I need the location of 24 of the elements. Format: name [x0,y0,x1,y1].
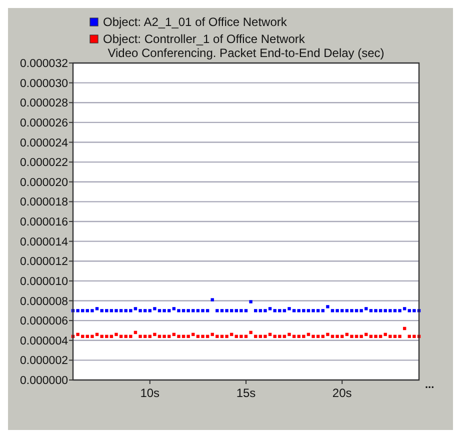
y-tick-label: 0.000028 [20,98,68,110]
chart-title: Video Conferencing. Packet End-to-End Delay (sec) [108,46,384,60]
text: ... [425,379,434,391]
x-tick-label: 15s [236,386,256,400]
y-tick-label: 0.000016 [20,216,68,229]
x-tick-label: 20s [332,386,352,400]
y-tick-label: 0.000008 [20,296,68,308]
legend-label: Object: A2_1_01 of Office Network [103,15,288,29]
y-tick-label: 0.000022 [20,157,68,170]
y-tick-label: 0.000020 [20,176,68,189]
y-tick-label: 0.000014 [20,236,69,248]
legend-label: Object: Controller_1 of Office Network [103,32,306,46]
x-tick-label: 10s [140,386,160,400]
y-tick-label: 0.000004 [20,335,69,348]
y-tick-label: 0.000012 [20,256,68,268]
y-tick-label: 0.000006 [20,316,68,328]
y-tick-label: 0.000018 [20,196,68,209]
y-tick-label: 0.000026 [20,117,68,130]
y-tick-label: 0.000024 [20,137,69,150]
y-tick-label: 0.000010 [20,276,68,288]
y-tick-label: 0.000030 [20,78,68,90]
y-tick-label: 0.000032 [20,58,68,70]
y-tick-label: 0.000002 [20,355,68,368]
y-tick-label: 0.000000 [20,375,68,388]
